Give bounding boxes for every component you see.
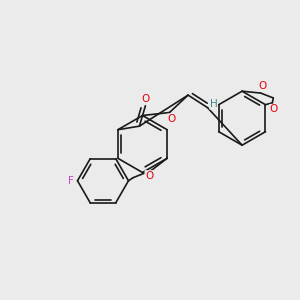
Text: O: O (258, 82, 266, 92)
Text: O: O (141, 94, 149, 104)
Text: H: H (210, 99, 218, 109)
Text: O: O (168, 114, 176, 124)
Text: F: F (68, 176, 74, 186)
Text: O: O (145, 171, 153, 181)
Text: O: O (270, 104, 278, 114)
